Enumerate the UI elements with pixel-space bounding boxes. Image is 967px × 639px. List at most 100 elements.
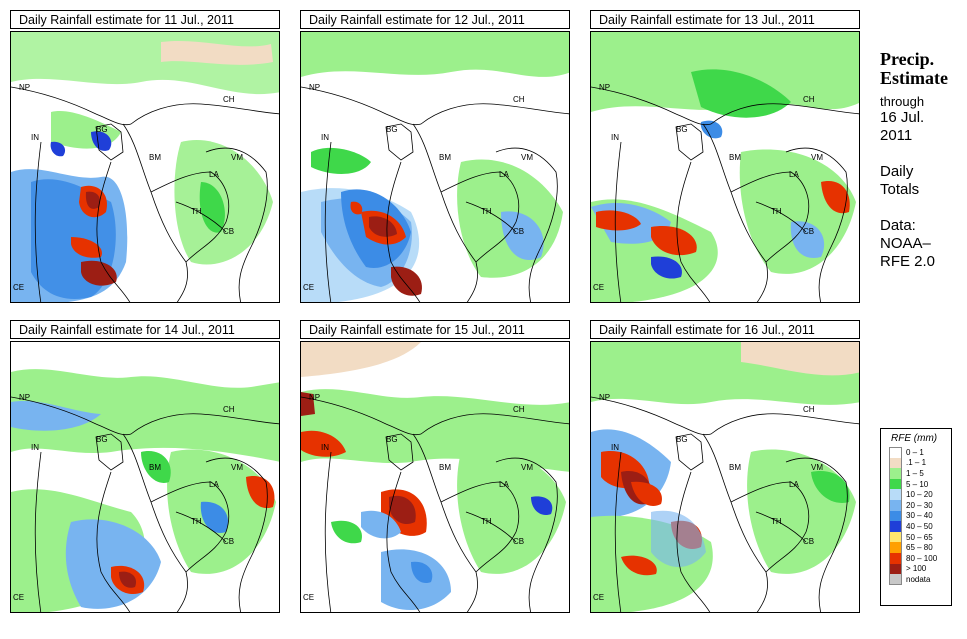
borders <box>11 396 279 612</box>
label-vm: VM <box>521 153 533 162</box>
label-in: IN <box>321 133 329 142</box>
label-th: TH <box>771 207 782 216</box>
label-vm: VM <box>811 463 823 472</box>
label-bg: BG <box>386 125 398 134</box>
label-vm: VM <box>811 153 823 162</box>
label-bg: BG <box>676 125 688 134</box>
legend-label: 20 – 30 <box>906 500 933 510</box>
panel-title: Daily Rainfall estimate for 14 Jul., 201… <box>10 320 280 339</box>
label-vm: VM <box>521 463 533 472</box>
label-th: TH <box>481 517 492 526</box>
country-labels: NP CH IN BG BM VM LA TH CB CE <box>593 393 823 602</box>
label-ch: CH <box>803 405 815 414</box>
legend-entry: 10 – 20 <box>889 489 951 500</box>
label-ch: CH <box>803 95 815 104</box>
label-th: TH <box>481 207 492 216</box>
legend-entry: 50 – 65 <box>889 531 951 543</box>
legend-label: nodata <box>906 574 931 584</box>
legend-label: 40 – 50 <box>906 521 933 531</box>
title-line-2: Estimate <box>880 68 948 88</box>
legend-label: 5 – 10 <box>906 479 929 489</box>
data-line-2: NOAA– <box>880 235 931 252</box>
label-bg: BG <box>96 435 108 444</box>
label-in: IN <box>611 133 619 142</box>
legend-swatch <box>889 478 902 490</box>
label-la: LA <box>789 480 799 489</box>
borders <box>301 86 569 302</box>
legend-label: .1 – 1 <box>906 458 927 468</box>
label-np: NP <box>309 393 320 402</box>
label-np: NP <box>599 83 610 92</box>
rain-field <box>301 342 569 612</box>
rain-field <box>11 32 279 302</box>
rainfall-map: NP CH IN BG BM VM LA TH CB CE <box>590 341 860 613</box>
label-np: NP <box>309 83 320 92</box>
label-bg: BG <box>676 435 688 444</box>
label-bg: BG <box>386 435 398 444</box>
rainfall-panel-11-jul: Daily Rainfall estimate for 11 Jul., 201… <box>10 10 282 303</box>
rainfall-map: NP CH IN BG BM VM LA TH CB CE <box>590 31 860 303</box>
label-bm: BM <box>439 463 451 472</box>
borders <box>301 396 569 612</box>
legend-entry: 1 – 5 <box>889 468 951 479</box>
label-la: LA <box>789 170 799 179</box>
map-canvas: NP CH IN BG BM VM LA TH CB CE <box>301 32 569 302</box>
label-bm: BM <box>439 153 451 162</box>
label-la: LA <box>499 480 509 489</box>
borders <box>591 86 859 302</box>
legend-label: 80 – 100 <box>906 553 938 563</box>
legend-swatch <box>889 489 902 500</box>
label-cb: CB <box>513 537 524 546</box>
daily-line-1: Daily <box>880 163 914 180</box>
country-labels: NP CH IN BG BM VM LA TH CB CE <box>303 393 533 602</box>
legend-label: 10 – 20 <box>906 490 933 500</box>
legend-label: 50 – 65 <box>906 532 933 542</box>
map-canvas: NP CH IN BG BM VM LA TH CB CE <box>301 342 569 612</box>
label-np: NP <box>19 83 30 92</box>
label-cb: CB <box>223 227 234 236</box>
label-vm: VM <box>231 153 243 162</box>
legend-entry: 80 – 100 <box>889 552 951 564</box>
title-line-1: Precip. <box>880 49 935 69</box>
label-bm: BM <box>149 463 161 472</box>
legend-label: > 100 <box>906 564 927 574</box>
borders <box>11 86 279 302</box>
label-cb: CB <box>803 227 814 236</box>
data-line-3: RFE 2.0 <box>880 253 936 270</box>
country-labels: NP CH IN BG BM VM LA TH CB CE <box>13 83 243 292</box>
legend-entry: 20 – 30 <box>889 499 951 511</box>
label-la: LA <box>209 480 219 489</box>
rainfall-panel-15-jul: Daily Rainfall estimate for 15 Jul., 201… <box>300 320 572 613</box>
rainfall-panel-14-jul: Daily Rainfall estimate for 14 Jul., 201… <box>10 320 282 613</box>
panel-title: Daily Rainfall estimate for 13 Jul., 201… <box>590 10 860 29</box>
legend-swatch <box>889 447 902 458</box>
legend-swatch <box>889 510 902 522</box>
rain-field <box>591 32 859 302</box>
rainfall-map: NP CH IN BG BM VM LA TH CB CE <box>10 31 280 303</box>
rainfall-panel-13-jul: Daily Rainfall estimate for 13 Jul., 201… <box>590 10 862 303</box>
label-ch: CH <box>513 95 525 104</box>
rain-field <box>11 342 279 612</box>
map-canvas: NP CH IN BG BM VM LA TH CB CE <box>591 32 859 302</box>
legend-swatch <box>889 542 902 553</box>
date-line-1: 16 Jul. <box>880 109 925 126</box>
legend-swatch <box>889 531 902 543</box>
label-bm: BM <box>149 153 161 162</box>
rainfall-map: NP CH IN BG BM VM LA TH CB CE <box>300 31 570 303</box>
label-cb: CB <box>803 537 814 546</box>
legend-label: 1 – 5 <box>906 468 924 478</box>
legend-entry: .1 – 1 <box>889 457 951 469</box>
legend-entry: 30 – 40 <box>889 510 951 522</box>
legend-swatch <box>889 457 902 469</box>
label-np: NP <box>599 393 610 402</box>
label-bg: BG <box>96 125 108 134</box>
legend-swatch <box>889 499 902 511</box>
through-label: through <box>880 94 925 109</box>
label-ce: CE <box>13 283 24 292</box>
legend-entry: 40 – 50 <box>889 521 951 532</box>
label-th: TH <box>191 207 202 216</box>
label-ce: CE <box>303 593 314 602</box>
label-in: IN <box>611 443 619 452</box>
label-vm: VM <box>231 463 243 472</box>
